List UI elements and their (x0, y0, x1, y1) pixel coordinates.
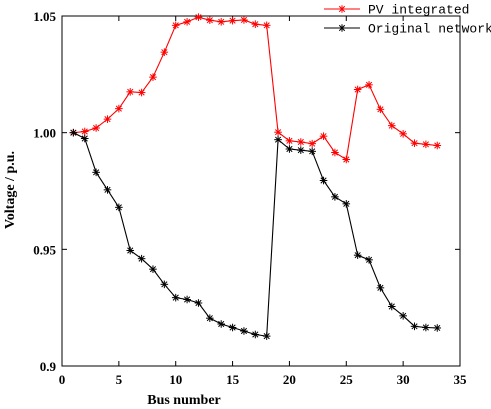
x-tick-label: 15 (226, 372, 240, 387)
data-point (353, 85, 362, 94)
legend: PV integrated Original network (324, 3, 491, 37)
data-point (160, 48, 169, 56)
y-tick-label: 0.9 (40, 359, 57, 374)
data-point (103, 115, 112, 123)
series-line (73, 132, 438, 337)
data-point (308, 139, 316, 148)
data-point (399, 130, 407, 138)
legend-marker (338, 24, 346, 32)
data-point (160, 280, 169, 289)
data-point (285, 145, 294, 153)
data-point (171, 293, 180, 302)
data-point (149, 73, 157, 81)
legend-label: Original network (368, 22, 491, 37)
data-point (126, 88, 135, 96)
data-point (217, 320, 225, 328)
data-point (365, 81, 373, 89)
data-point (433, 324, 442, 332)
data-point (251, 20, 260, 28)
data-point (387, 121, 396, 130)
legend-item: Original network (324, 22, 491, 37)
plot-frame (61, 15, 461, 367)
x-tick-label: 25 (340, 372, 354, 387)
data-point (69, 128, 78, 137)
data-point (149, 265, 157, 273)
data-point (228, 323, 237, 332)
data-point (183, 18, 191, 26)
series-line (73, 16, 438, 161)
data-point (387, 302, 396, 311)
data-point (410, 322, 419, 331)
data-point (274, 128, 282, 136)
data-point (80, 127, 89, 136)
x-tick-label: 5 (116, 372, 123, 387)
data-point (103, 186, 112, 194)
data-point (342, 200, 351, 208)
data-point (251, 330, 260, 339)
x-tick-label: 30 (397, 372, 410, 387)
data-point (422, 323, 430, 332)
data-point (342, 155, 351, 164)
data-point (115, 203, 123, 212)
legend-marker (338, 5, 346, 13)
data-point (217, 18, 225, 26)
data-point (365, 256, 373, 264)
data-point (115, 104, 123, 113)
data-point (92, 168, 100, 177)
x-axis-label: Bus number (147, 393, 221, 408)
data-point (433, 141, 442, 150)
legend-label: PV integrated (368, 3, 469, 18)
data-point (194, 299, 203, 307)
data-point (206, 16, 214, 24)
data-point (137, 254, 146, 263)
data-point (331, 193, 339, 201)
data-point (399, 312, 407, 320)
data-point (240, 16, 248, 24)
data-point (206, 314, 214, 322)
data-point (80, 134, 89, 143)
data-point (183, 295, 191, 304)
legend-item: PV integrated (324, 3, 469, 18)
data-point (297, 146, 305, 154)
y-tick-label: 0.95 (33, 242, 56, 257)
y-tick-label: 1.05 (33, 9, 56, 24)
data-point (194, 13, 203, 21)
data-point (285, 137, 294, 145)
data-point (410, 139, 419, 147)
data-point (126, 246, 135, 255)
x-tick-label: 20 (283, 372, 296, 387)
x-tick-label: 10 (169, 372, 182, 387)
data-point (319, 176, 328, 185)
y-tick-label: 1.00 (33, 126, 56, 141)
data-point (228, 16, 237, 25)
data-point (262, 332, 271, 340)
data-point (319, 132, 328, 140)
data-point (137, 88, 146, 97)
data-point (297, 138, 305, 146)
data-point (331, 148, 339, 157)
data-point (171, 21, 180, 30)
y-axis-label: Voltage / p.u. (3, 151, 18, 229)
data-point (274, 135, 282, 144)
data-point (92, 124, 100, 132)
series-0 (69, 13, 442, 164)
data-point (240, 327, 248, 335)
data-point (376, 105, 385, 114)
data-point (376, 284, 385, 292)
data-point (308, 147, 316, 156)
data-point (353, 251, 362, 259)
x-tick-label: 35 (454, 372, 468, 387)
x-tick-label: 0 (59, 372, 66, 387)
data-point (262, 21, 271, 30)
data-point (422, 140, 430, 149)
series-1 (69, 128, 442, 340)
